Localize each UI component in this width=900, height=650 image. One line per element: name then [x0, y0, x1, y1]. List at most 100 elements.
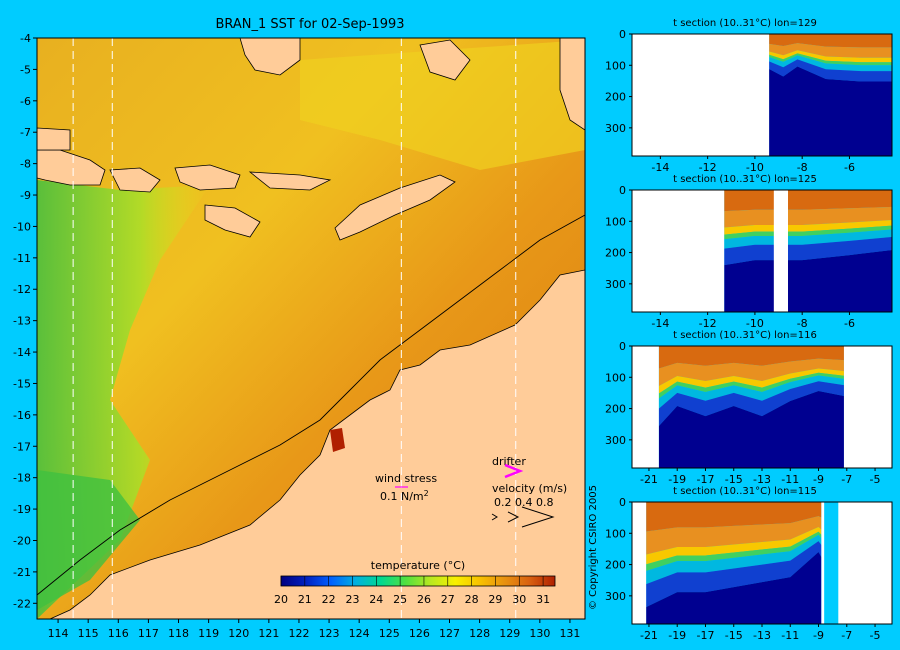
x-tick-label: 114 — [48, 627, 69, 640]
colorbar-ramp — [280, 575, 556, 587]
colorbar-tick-label: 31 — [536, 593, 550, 606]
wind-stress-scale: 0.1 N/m2 — [380, 489, 429, 503]
section-x-tick-label: -14 — [651, 317, 669, 330]
velocity-label: velocity (m/s) — [492, 482, 567, 495]
y-tick-label: -13 — [13, 315, 31, 328]
colorbar-label: temperature (°C) — [371, 559, 465, 572]
y-tick-label: -5 — [20, 63, 31, 76]
section-x-tick-label: -9 — [813, 473, 824, 486]
section-temperature-band — [658, 372, 844, 399]
section-land-mask — [838, 502, 892, 624]
section-x-tick-label: -9 — [813, 629, 824, 642]
section-lon-125: t section (10..31°C) lon=125 -14 -12 -10 -8… — [605, 174, 893, 330]
velocity-values: 0.2 0.4 0.8 — [494, 496, 553, 509]
section-y-tick-label: 100 — [605, 371, 626, 384]
section-y-tick-label: 0 — [619, 496, 626, 509]
section-fill — [632, 502, 892, 624]
y-tick-label: -20 — [13, 534, 31, 547]
x-tick-label: 123 — [319, 627, 340, 640]
section-x-tick-label: -12 — [699, 317, 717, 330]
section-x-tick-label: -10 — [746, 161, 764, 174]
y-tick-label: -16 — [13, 409, 31, 422]
section-temperature-band — [769, 43, 892, 58]
x-tick-label: 126 — [409, 627, 430, 640]
section-fill — [632, 34, 892, 156]
section-temperature-band — [658, 381, 844, 427]
section-title: t section (10..31°C) lon=115 — [673, 486, 817, 497]
map-legend: wind stress 0.1 N/m2 drifter velocity (m… — [375, 455, 567, 528]
section-land-mask — [632, 190, 725, 312]
section-lon-115: t section (10..31°C) lon=115 -21 -19 -17 -1… — [605, 486, 893, 642]
sulawesi-island — [239, 38, 471, 81]
section-land-mask — [632, 502, 647, 624]
section-x-tick-label: -6 — [844, 317, 855, 330]
y-tick-label: -19 — [13, 503, 31, 516]
northwest-land — [37, 127, 71, 151]
y-tick-label: -15 — [13, 377, 31, 390]
drifter-label: drifter — [492, 455, 526, 468]
map-axes: 114 115 116 117 118 119 120 121 122 123 124 125 126 1… — [13, 32, 586, 640]
colorbar-tick-label: 21 — [298, 593, 312, 606]
section-x-tick-label: -7 — [841, 629, 852, 642]
northeast-islands — [559, 38, 585, 131]
section-x-tick-label: -10 — [746, 317, 764, 330]
section-lon-129: t section (10..31°C) lon=129 -14 -12 -10 -8… — [605, 18, 893, 174]
section-y-tick-label: 0 — [619, 28, 626, 41]
section-land-mask — [773, 190, 788, 312]
y-tick-label: -9 — [20, 189, 31, 202]
section-temperature-band — [769, 34, 892, 48]
colorbar-tick-label: 29 — [488, 593, 502, 606]
map-frame — [36, 37, 586, 620]
section-fill — [632, 190, 892, 312]
section-title: t section (10..31°C) lon=129 — [673, 18, 817, 29]
section-land-mask — [843, 346, 892, 468]
section-axes: -14 -12 -10 -8 -6 0 100 200 300 — [605, 184, 893, 330]
colorbar-tick-label: 30 — [512, 593, 526, 606]
section-x-tick-label: -21 — [640, 629, 658, 642]
x-tick-label: 125 — [379, 627, 400, 640]
y-tick-label: -22 — [13, 597, 31, 610]
x-tick-label: 121 — [258, 627, 279, 640]
y-tick-label: -11 — [13, 252, 31, 265]
drifter-icon — [504, 463, 524, 479]
section-temperature-band — [769, 59, 892, 82]
section-x-tick-label: -5 — [870, 473, 881, 486]
section-temperature-band — [724, 225, 892, 240]
velocity-arrow-medium — [507, 511, 520, 523]
x-tick-label: 130 — [529, 627, 550, 640]
java-bali-islands — [37, 149, 332, 193]
section-temperature-band — [724, 206, 892, 228]
map-plot-area — [37, 38, 585, 619]
section-title: t section (10..31°C) lon=116 — [673, 330, 817, 341]
section-temperature-band — [769, 55, 892, 72]
y-tick-label: -8 — [20, 158, 31, 171]
section-x-tick-label: -11 — [781, 629, 799, 642]
section-x-tick-label: -15 — [725, 473, 743, 486]
x-tick-label: 115 — [78, 627, 99, 640]
colorbar-tick-label: 28 — [465, 593, 479, 606]
australia-landmass — [49, 269, 585, 619]
section-land-mask — [632, 34, 770, 156]
colorbar-tick-label: 23 — [345, 593, 359, 606]
copyright-notice: © Copyright CSIRO 2005 — [588, 485, 599, 610]
section-temperature-band — [646, 502, 822, 532]
section-y-tick-label: 200 — [605, 403, 626, 416]
y-tick-label: -12 — [13, 283, 31, 296]
section-y-tick-label: 200 — [605, 247, 626, 260]
section-temperature-band — [646, 552, 822, 624]
section-temperature-band — [724, 250, 892, 312]
section-frame — [631, 189, 893, 313]
x-tick-label: 128 — [469, 627, 490, 640]
section-fill — [632, 346, 892, 468]
section-temperature-band — [658, 346, 844, 369]
y-tick-label: -18 — [13, 472, 31, 485]
x-tick-label: 120 — [228, 627, 249, 640]
section-temperature-band — [769, 53, 892, 66]
section-axes: -21 -19 -17 -15 -13 -11 -9 -7 -5 0 100 200 300 — [605, 496, 893, 642]
y-tick-label: -14 — [13, 346, 31, 359]
section-y-tick-label: 200 — [605, 91, 626, 104]
map-title: BRAN_1 SST for 02-Sep-1993 — [215, 17, 404, 32]
section-x-tick-label: -13 — [753, 629, 771, 642]
section-temperature-band — [658, 375, 844, 409]
section-land-mask — [821, 502, 825, 624]
